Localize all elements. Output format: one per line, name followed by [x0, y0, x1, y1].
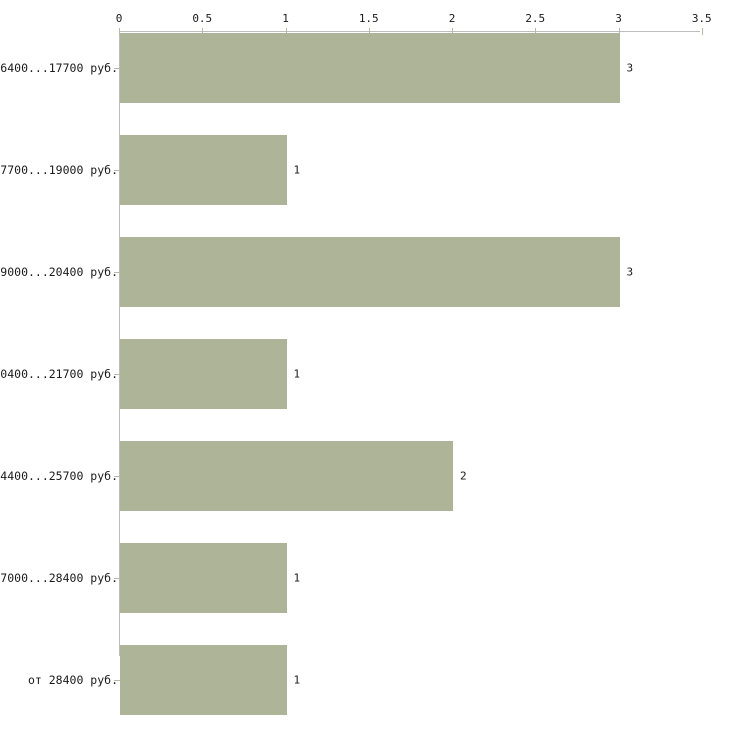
category-label: от 28400 руб. [27, 673, 118, 687]
bar-value-label: 1 [293, 571, 301, 585]
category-label: 19000...20400 руб. [0, 265, 118, 279]
bar[interactable] [120, 33, 620, 103]
bar[interactable] [120, 339, 287, 409]
bar-value-label: 2 [460, 469, 467, 483]
bar-value-label: 3 [626, 265, 634, 279]
bar-value-label: 3 [626, 61, 634, 75]
category-axis-tick [114, 272, 120, 273]
category-axis-tick [114, 680, 120, 681]
value-axis-tick [618, 28, 620, 35]
value-axis-tick-label: 2 [448, 12, 456, 25]
category-axis-tick [114, 374, 120, 375]
bar[interactable] [120, 135, 287, 205]
value-axis-tick [368, 28, 370, 35]
category-axis-tick [114, 476, 120, 477]
category-axis-tick [114, 170, 120, 171]
value-axis-tick [535, 28, 537, 35]
bar[interactable] [120, 237, 620, 307]
value-axis-tick-label: 1.5 [358, 12, 379, 25]
value-axis-tick [285, 28, 287, 35]
category-label: 20400...21700 руб. [0, 367, 118, 381]
value-axis-tick-label: 0 [115, 12, 123, 25]
bar[interactable] [120, 441, 453, 511]
category-axis-tick [114, 578, 120, 579]
value-axis-tick [701, 28, 703, 35]
value-axis-tick-label: 0.5 [192, 12, 213, 25]
value-axis-tick [452, 28, 453, 35]
bar-value-label: 1 [293, 367, 301, 381]
value-axis-line [119, 31, 700, 32]
category-label: 16400...17700 руб. [0, 61, 118, 75]
category-label: 17700...19000 руб. [0, 163, 118, 177]
value-axis-tick-label: 3 [615, 12, 622, 25]
value-axis-tick [119, 28, 120, 35]
value-axis-tick-label: 3.5 [691, 12, 712, 25]
bar[interactable] [120, 543, 287, 613]
bar-value-label: 1 [293, 673, 301, 687]
bar[interactable] [120, 645, 287, 715]
value-axis-tick [202, 28, 204, 35]
value-axis-tick-label: 1 [282, 12, 289, 25]
value-axis-tick-label: 2.5 [525, 12, 546, 25]
bar-value-label: 1 [293, 163, 301, 177]
category-axis-line [119, 31, 120, 656]
category-axis-tick [114, 68, 120, 69]
category-label: 27000...28400 руб. [0, 571, 118, 585]
category-label: 24400...25700 руб. [0, 469, 118, 483]
